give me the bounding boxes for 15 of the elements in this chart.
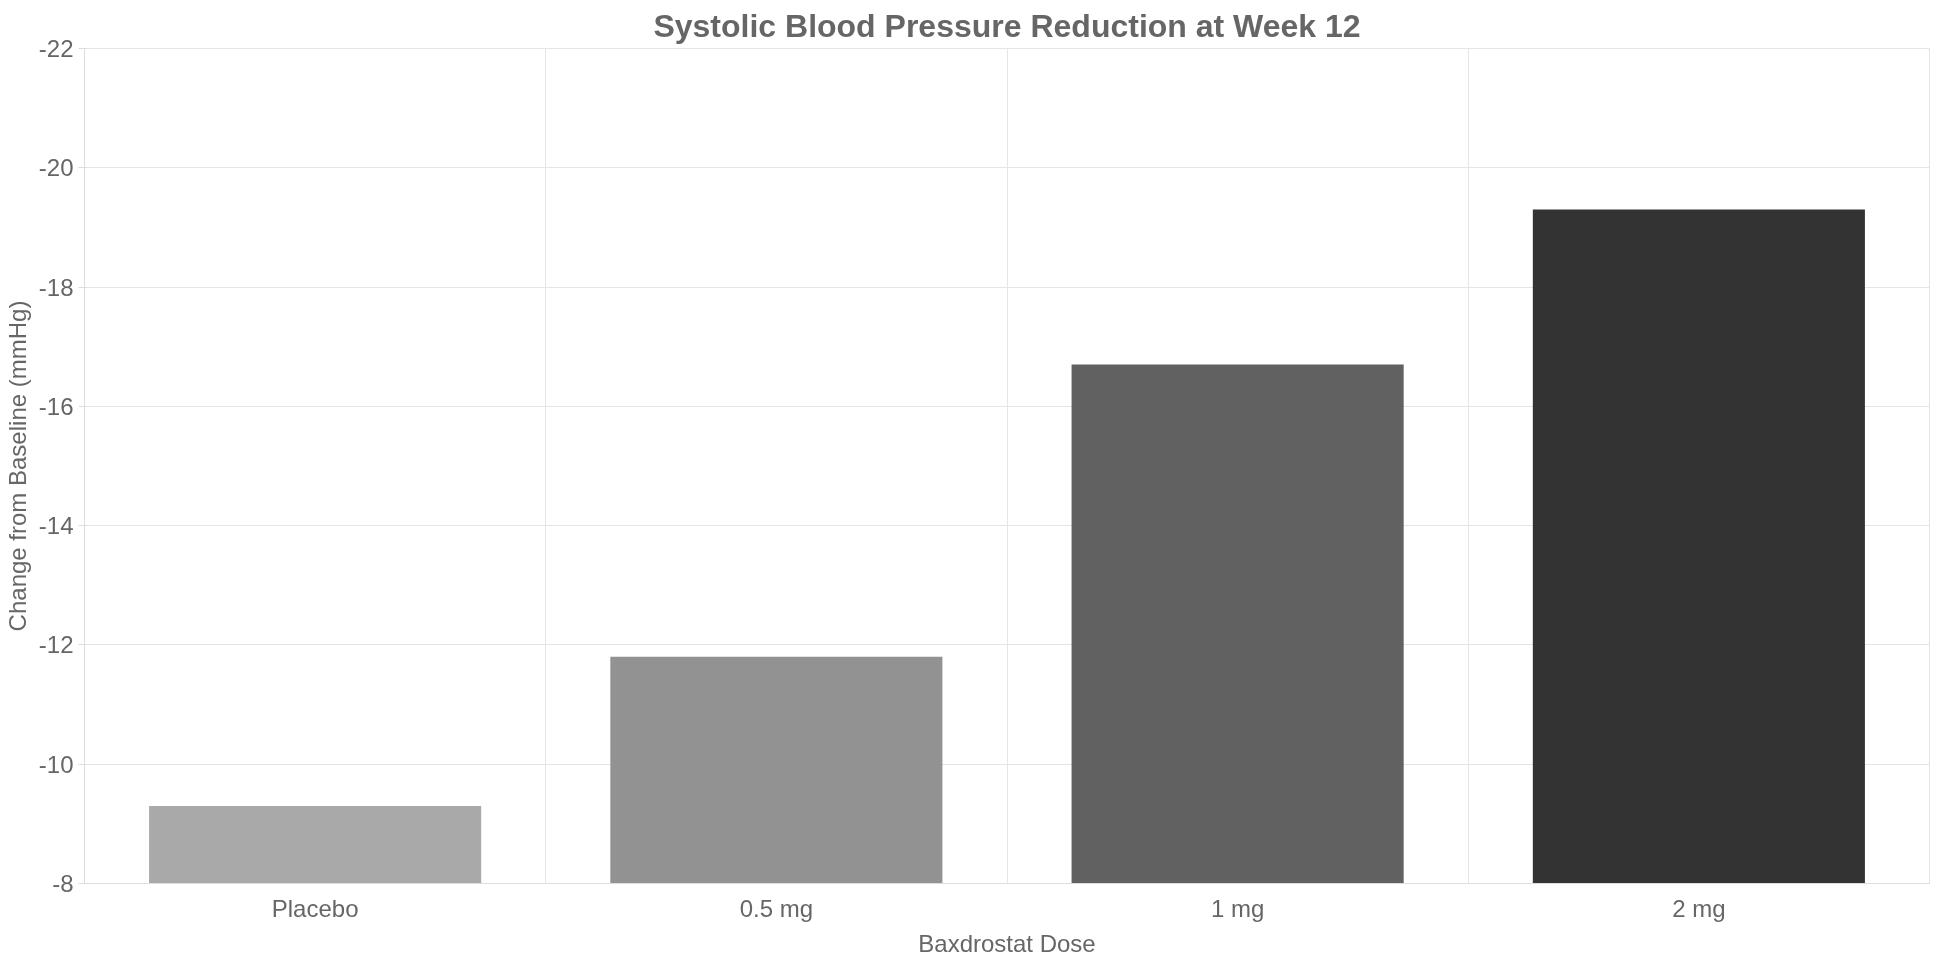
y-axis-title: Change from Baseline (mmHg) — [3, 300, 31, 632]
x-tick-label: 2 mg — [1672, 894, 1726, 922]
y-tick-label: -20 — [38, 154, 74, 182]
y-tick-label: -16 — [38, 392, 74, 420]
y-tick-label: -8 — [52, 870, 74, 897]
y-tick-label: -14 — [38, 512, 74, 540]
y-tick-label: -10 — [38, 750, 74, 778]
y-tick-label: -22 — [38, 35, 74, 62]
x-tick-label: 1 mg — [1210, 894, 1265, 922]
x-axis-title: Baxdrostat Dose — [918, 929, 1096, 957]
chart-title: Systolic Blood Pressure Reduction at Week 12 — [653, 7, 1361, 44]
y-tick-label: -18 — [38, 273, 74, 301]
y-tick-label: -12 — [38, 631, 74, 659]
x-tick-label: Placebo — [271, 894, 359, 922]
x-tick-label: 0.5 mg — [739, 894, 814, 922]
